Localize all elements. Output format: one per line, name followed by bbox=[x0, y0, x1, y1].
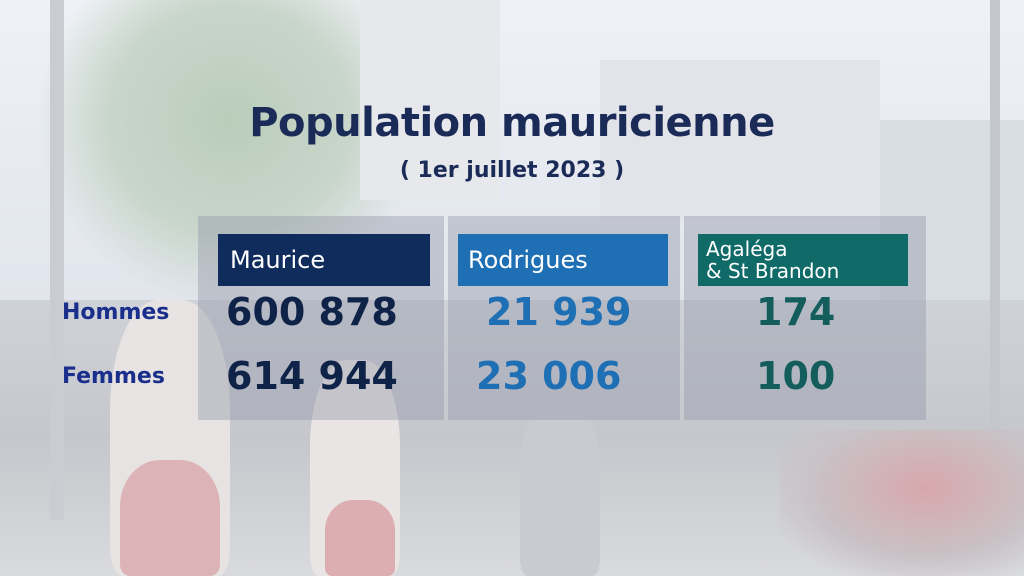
page-title: Population mauricienne bbox=[249, 100, 775, 146]
maurice-femmes-value: 614 944 bbox=[226, 354, 398, 398]
header-maurice-label: Maurice bbox=[230, 246, 326, 274]
header-rodrigues: Rodrigues bbox=[458, 234, 668, 286]
agalega-femmes-value: 100 bbox=[756, 354, 836, 398]
page-subtitle: ( 1er juillet 2023 ) bbox=[399, 158, 625, 183]
header-agalega-line2: & St Brandon bbox=[706, 259, 840, 283]
rodrigues-femmes-value: 23 006 bbox=[476, 354, 622, 398]
header-agalega: Agaléga & St Brandon bbox=[698, 234, 908, 286]
header-maurice: Maurice bbox=[218, 234, 430, 286]
agalega-hommes-value: 174 bbox=[756, 290, 836, 334]
row-label-hommes: Hommes bbox=[62, 300, 170, 325]
maurice-hommes-value: 600 878 bbox=[226, 290, 398, 334]
row-label-femmes: Femmes bbox=[62, 364, 165, 389]
header-rodrigues-label: Rodrigues bbox=[468, 246, 588, 274]
rodrigues-hommes-value: 21 939 bbox=[486, 290, 632, 334]
header-agalega-line1: Agaléga bbox=[706, 237, 788, 261]
